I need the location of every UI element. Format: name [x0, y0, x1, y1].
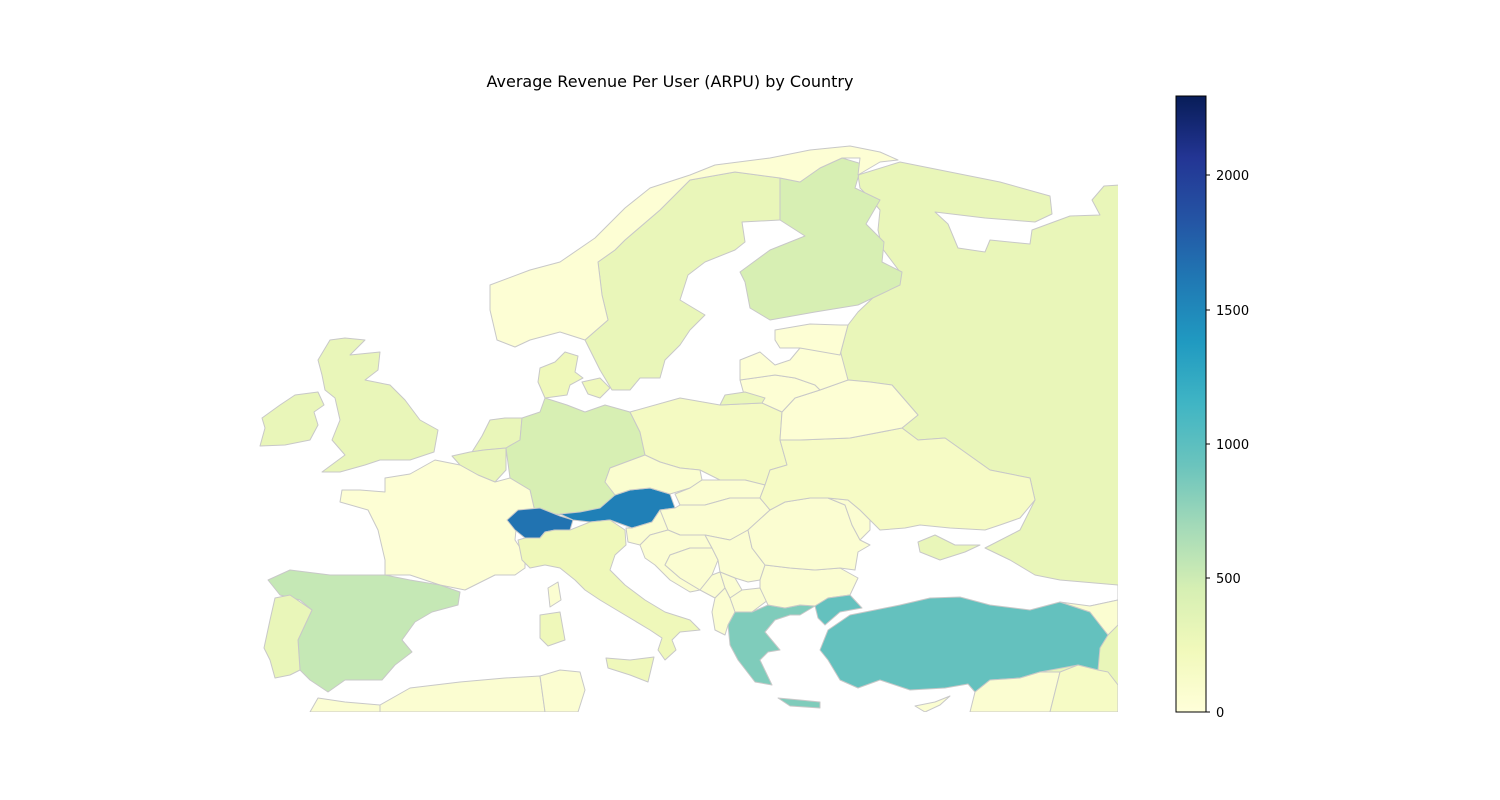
colorbar-tick-label: 0: [1216, 706, 1224, 721]
country-latvia[interactable]: [739, 347, 849, 391]
colorbar-tick-label: 1000: [1216, 438, 1249, 453]
country-serbia[interactable]: [704, 529, 766, 583]
country-ireland[interactable]: [259, 391, 325, 447]
country-morocco[interactable]: [309, 697, 381, 712]
country-france[interactable]: [339, 459, 536, 591]
country-crete[interactable]: [777, 697, 821, 709]
country-ukraine[interactable]: [759, 427, 1036, 531]
country-uk[interactable]: [317, 337, 439, 473]
colorbar: 0 500 1000 1500 2000: [1175, 95, 1249, 721]
country-corsica[interactable]: [547, 581, 562, 608]
country-portugal[interactable]: [263, 594, 313, 679]
colorbar-tick-label: 2000: [1216, 169, 1249, 184]
countries-layer: [259, 145, 1118, 712]
country-crimea[interactable]: [917, 534, 981, 561]
colorbar-gradient: [1175, 95, 1207, 713]
country-sicily[interactable]: [605, 656, 655, 683]
colorbar-tick-label: 1500: [1216, 304, 1249, 319]
country-norway[interactable]: [489, 145, 899, 348]
country-tunisia[interactable]: [539, 669, 586, 712]
country-turkey[interactable]: [819, 596, 1109, 693]
country-georgia[interactable]: [1059, 599, 1118, 636]
country-gotland[interactable]: [581, 377, 611, 399]
country-cyprus[interactable]: [914, 695, 951, 712]
country-kaliningrad[interactable]: [719, 391, 766, 406]
country-turkey-europe[interactable]: [814, 594, 863, 626]
country-iraq[interactable]: [1049, 664, 1118, 712]
country-denmark[interactable]: [537, 351, 584, 399]
country-sardinia[interactable]: [539, 611, 566, 647]
colorbar-tick-label: 500: [1216, 572, 1241, 587]
map-title: Average Revenue Per User (ARPU) by Count…: [486, 72, 854, 91]
country-algeria[interactable]: [379, 675, 546, 712]
country-estonia[interactable]: [774, 323, 849, 356]
colorbar-ticks: 0 500 1000 1500 2000: [1206, 169, 1249, 721]
country-italy[interactable]: [517, 519, 701, 661]
country-greece[interactable]: [727, 604, 816, 686]
